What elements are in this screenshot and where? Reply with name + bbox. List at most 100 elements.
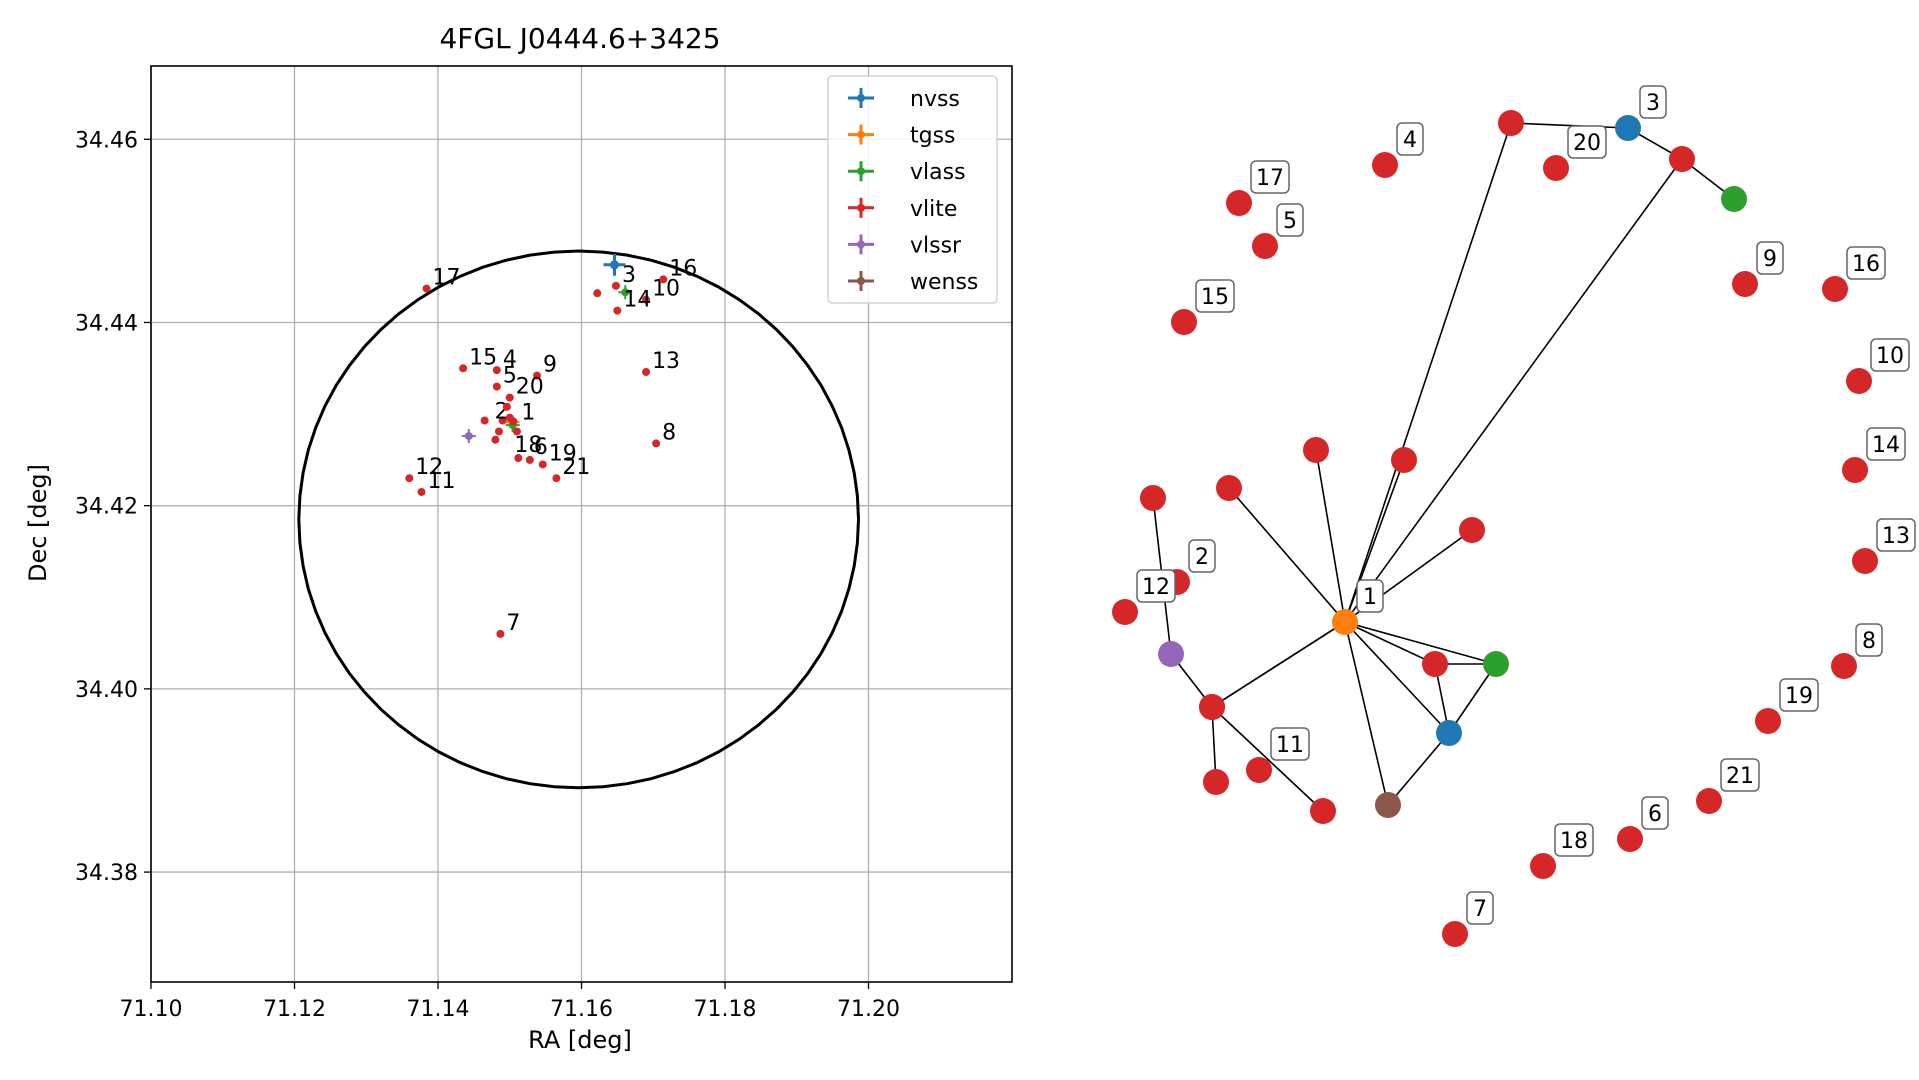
- legend-marker-dot: [857, 130, 865, 139]
- point-label: 12: [415, 455, 443, 480]
- network-nodes: [1112, 110, 1878, 947]
- node-label: 10: [1876, 344, 1904, 369]
- node-label: 6: [1648, 802, 1662, 827]
- network-node-wenss: [1375, 792, 1401, 818]
- y-axis-label: Dec [deg]: [24, 464, 52, 582]
- point-label: 3: [622, 263, 636, 288]
- node-label: 14: [1872, 433, 1900, 458]
- legend-marker-dot: [857, 240, 865, 249]
- y-tick-label: 34.38: [75, 861, 138, 886]
- vlite-point: [514, 454, 523, 463]
- legend-label: wenss: [910, 270, 978, 295]
- network-edge: [1344, 621, 1497, 665]
- node-label: 4: [1403, 128, 1417, 153]
- point-label: 14: [623, 288, 651, 313]
- vlssr-point: [464, 432, 473, 441]
- network-node-vlite: [1669, 146, 1695, 172]
- network-edge: [1448, 663, 1497, 734]
- vlite-point: [525, 455, 534, 464]
- network-node-vlite: [1442, 921, 1468, 947]
- legend-label: vlssr: [910, 233, 962, 258]
- node-label: 15: [1201, 285, 1229, 310]
- vlite-point: [480, 416, 489, 425]
- node-label-box: [1641, 796, 1669, 830]
- vlite-point: [611, 281, 620, 290]
- network-edge: [1344, 158, 1683, 623]
- network-edge: [1344, 621, 1389, 806]
- legend-marker-dot: [857, 94, 865, 102]
- x-axis-label: RA [deg]: [528, 1026, 632, 1054]
- vlite-point: [533, 371, 542, 380]
- network-node-vlite: [1822, 276, 1848, 302]
- legend-label: vlass: [910, 160, 966, 185]
- point-label: 6: [534, 435, 548, 460]
- node-label-box: [1250, 160, 1290, 194]
- legend-label: tgss: [910, 124, 956, 149]
- node-label-box: [1276, 203, 1304, 237]
- vlite-point: [405, 474, 414, 483]
- x-tick-label: 71.14: [407, 997, 470, 1022]
- y-tick-label: 34.46: [75, 128, 138, 153]
- network-edge: [1510, 122, 1629, 129]
- network-edge: [1344, 459, 1405, 623]
- vlite-point: [552, 474, 561, 483]
- y-tick-label: 34.44: [75, 311, 138, 336]
- x-tick-label: 71.18: [694, 997, 757, 1022]
- chart-title: 4FGL J0444.6+3425: [439, 22, 720, 55]
- point-label: 19: [549, 441, 577, 466]
- nvss-point: [610, 260, 620, 270]
- network-edge: [1228, 487, 1346, 623]
- network-node-vlite: [1846, 368, 1872, 394]
- node-label-box: [1466, 891, 1494, 925]
- vlite-point: [492, 382, 501, 391]
- network-node-vlite: [1732, 271, 1758, 297]
- network-edge: [1211, 706, 1324, 812]
- node-label-box: [1876, 518, 1916, 552]
- network-node-nvss: [1436, 720, 1462, 746]
- network-node-vlite: [1171, 309, 1197, 335]
- network-node-vlite: [1246, 757, 1272, 783]
- node-label: 3: [1646, 91, 1660, 116]
- node-label: 5: [1283, 209, 1297, 234]
- node-label: 13: [1882, 524, 1910, 549]
- network-node-vlite: [1530, 853, 1556, 879]
- vlite-point: [642, 295, 651, 304]
- network-edge: [1211, 621, 1346, 708]
- network-edge: [1344, 122, 1512, 623]
- legend-box: [827, 75, 998, 304]
- network-node-vlite: [1203, 769, 1229, 795]
- point-label: 4: [503, 347, 517, 372]
- network-node-vlass: [1721, 186, 1747, 212]
- network-node-vlite: [1422, 651, 1448, 677]
- point-label: 7: [506, 611, 520, 636]
- network-node-tgss: [1332, 609, 1358, 635]
- node-label-box: [1866, 427, 1906, 461]
- node-label-box: [1188, 539, 1216, 573]
- legend: nvss tgss vlass vlite vlssr wenss: [827, 75, 998, 304]
- network-node-vlite: [1252, 233, 1278, 259]
- y-tick-label: 34.40: [75, 678, 138, 703]
- x-tick-label: 71.16: [550, 997, 613, 1022]
- network-edge: [1387, 732, 1450, 806]
- legend-label: vlite: [910, 197, 957, 222]
- point-label: 5: [503, 364, 517, 389]
- node-label-box: [1720, 758, 1760, 792]
- vlite-point: [498, 416, 507, 425]
- node-label-box: [1270, 727, 1310, 761]
- node-label-box: [1870, 338, 1910, 372]
- network-node-vlite: [1617, 826, 1643, 852]
- legend-marker-dot: [857, 203, 865, 212]
- network-node-vlass: [1483, 651, 1509, 677]
- network-node-vlssr: [1158, 641, 1184, 667]
- node-label-box: [1846, 246, 1886, 280]
- vlite-point: [538, 460, 547, 469]
- vlite-point: [491, 435, 500, 444]
- node-label-box: [1779, 678, 1819, 712]
- network-node-vlite: [1842, 457, 1868, 483]
- network-node-vlite: [1372, 152, 1398, 178]
- point-label: 15: [469, 345, 497, 370]
- node-label: 16: [1852, 252, 1880, 277]
